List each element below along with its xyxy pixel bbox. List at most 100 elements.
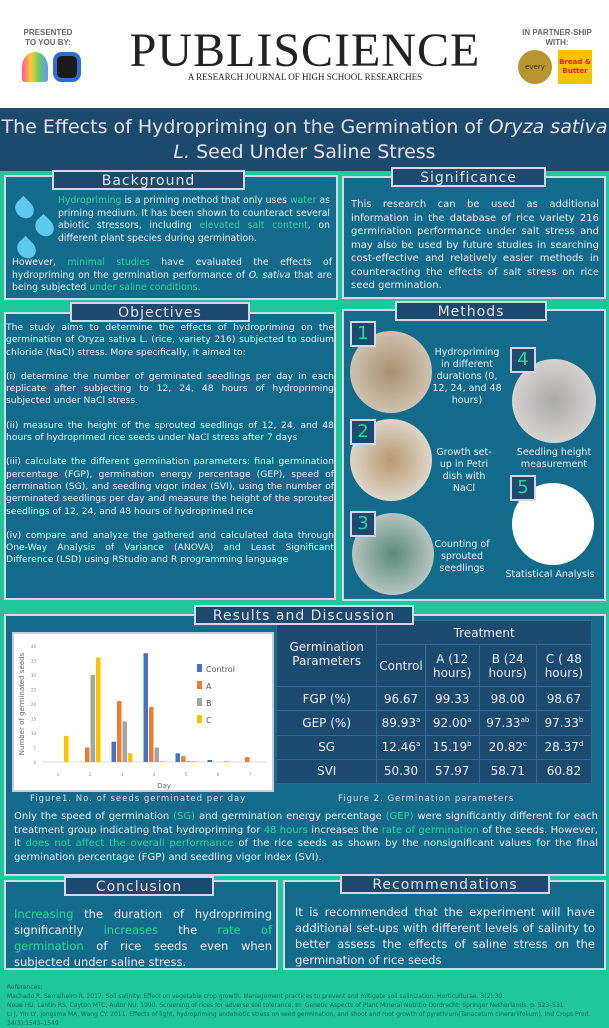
- bar-a-day2: [85, 747, 90, 762]
- step-number-4: 4: [510, 347, 536, 373]
- objective-item: (iv) compare and analyze the gathered an…: [6, 529, 334, 566]
- table-cell: 92.00a: [424, 710, 480, 736]
- table-cell: 12.46a: [376, 734, 426, 760]
- column-header: Control: [376, 644, 426, 688]
- table-corner-header: Germination Parameters: [275, 619, 378, 688]
- table-cell: 98.67: [535, 686, 593, 712]
- bar-c-day2: [96, 657, 101, 762]
- column-header: A (12 hours): [424, 644, 480, 688]
- references: References: Machado R, Serralheiro R. 20…: [7, 983, 607, 1028]
- partner-label: IN PARTNER-SHIP WITH:: [522, 28, 592, 47]
- figure2-caption: Figure 2. Germination parameters: [338, 794, 515, 804]
- parameter-name: FGP (%): [275, 686, 378, 712]
- table-cell: 60.82: [535, 758, 593, 785]
- table-cell: 98.00: [478, 686, 537, 712]
- bar-chart: 0 5 10 15 20 25 30 35 40 1 2 3 4 5 6 7 Number of germina…: [18, 644, 266, 790]
- partner-logo-every: every: [518, 50, 552, 84]
- step-caption: Seedling height measurement: [516, 447, 592, 470]
- table-cell: 97.33ab: [478, 710, 537, 736]
- reference-item: Li J, Yin LY, Jongsma MA, Wang CY. 2011.…: [7, 1011, 591, 1027]
- table-cell: 57.97: [424, 758, 480, 785]
- table-cell: 58.71: [478, 758, 537, 785]
- x-tick-label: 2: [89, 772, 92, 777]
- title-text-end: Seed Under Saline Stress: [190, 141, 436, 163]
- bar-c-day1: [64, 735, 69, 762]
- legend-swatch-a: [197, 681, 202, 689]
- y-tick-label: 5: [33, 746, 36, 751]
- y-tick-label: 20: [31, 702, 37, 707]
- table-cell: 99.33: [424, 686, 480, 712]
- y-tick-label: 15: [31, 717, 37, 722]
- recommendations-text: It is recommended that the experiment wi…: [295, 905, 595, 967]
- x-tick-label: 3: [121, 772, 124, 777]
- water-drop-icon: [31, 213, 58, 241]
- partner-logo-bread-butter: Bread & Butter: [558, 50, 592, 84]
- y-axis-label: Number of germinated seeds: [18, 652, 26, 755]
- table-row: SG 12.46a 15.19b 20.82c 28.37d: [275, 734, 593, 760]
- y-tick-label: 40: [31, 644, 37, 649]
- discussion-text: Only the speed of germination (SG) and g…: [14, 811, 598, 863]
- caliper-photo: [512, 359, 596, 443]
- background-heading: Background: [52, 170, 245, 190]
- bar-a-day4: [149, 706, 154, 762]
- logo-text: PUBLISCIENCE: [129, 24, 481, 77]
- title-species: Oryza sativa L.: [173, 116, 608, 163]
- legend-swatch-c: [197, 715, 202, 723]
- significance-panel: This research can be used as additional …: [342, 176, 606, 299]
- x-tick-label: 6: [217, 772, 220, 777]
- bar-b-day2: [90, 675, 95, 762]
- bar-b-day5: [186, 761, 191, 762]
- title-text: The Effects of Hydropriming on the Germi…: [1, 116, 489, 138]
- column-header: C ( 48 hours): [535, 644, 593, 688]
- legend-label: Control: [206, 665, 235, 674]
- bar-a-day7: [245, 757, 250, 762]
- results-heading: Results and Discussion: [194, 605, 414, 625]
- presented-by-label: PRESENTED TO YOU BY:: [23, 28, 73, 47]
- legend-swatch-b: [197, 698, 202, 706]
- publiscience-logo: PUBLISCIENCE A RESEARCH JOURNAL OF HIGH …: [105, 24, 505, 84]
- step-number-2: 2: [350, 419, 376, 445]
- legend-label: B: [206, 699, 212, 708]
- table-cell: 96.67: [376, 686, 426, 712]
- table-cell: 50.30: [376, 758, 426, 785]
- background-p1: Hydropriming is a priming method that on…: [58, 195, 330, 244]
- step-number-1: 1: [350, 321, 376, 347]
- objectives-intro: The study aims to determine the effects …: [6, 322, 334, 358]
- significance-heading: Significance: [391, 167, 546, 187]
- journal-header: PRESENTED TO YOU BY: PUBLISCIENCE A RESE…: [0, 0, 609, 108]
- y-tick-label: 35: [31, 659, 37, 664]
- reference-item: Neue HU, Lantin RS, Cayton MTC, Autor NU…: [7, 1002, 566, 1009]
- table-cell: 15.19b: [424, 734, 480, 760]
- objectives-text: The study aims to determine the effects …: [6, 322, 334, 567]
- conclusion-text: Increasing the duration of hydropriming …: [14, 907, 272, 969]
- bar-a-day3: [117, 701, 122, 762]
- objective-item: (ii) measure the height of the sprouted …: [6, 419, 334, 444]
- table-cell: 89.93a: [376, 710, 426, 736]
- parameter-name: SG: [275, 734, 378, 760]
- x-axis-label: Day: [157, 782, 171, 790]
- y-tick-label: 25: [31, 688, 37, 693]
- x-tick-label: 1: [57, 772, 60, 777]
- step-number-5: 5: [510, 475, 536, 501]
- water-drop-icon: [11, 195, 38, 223]
- step-caption: Statistical Analysis: [505, 569, 595, 580]
- germination-parameters-table: Germination Parameters Treatment Control A…: [275, 619, 593, 785]
- bar-c-day4: [160, 761, 165, 762]
- y-tick-label: 30: [31, 673, 37, 678]
- background-p2: However, minimal studies have evaluated …: [12, 257, 333, 294]
- methods-heading: Methods: [395, 301, 547, 321]
- references-label: References:: [7, 984, 43, 991]
- bar-c-day5: [192, 761, 197, 762]
- bar-b-day4: [154, 747, 159, 762]
- legend-label: A: [206, 682, 212, 691]
- results-panel: 0 5 10 15 20 25 30 35 40 1 2 3 4 5 6 7 Number of germina…: [4, 614, 606, 876]
- conclusion-heading: Conclusion: [64, 876, 214, 896]
- objectives-heading: Objectives: [70, 302, 250, 322]
- step-caption: Counting of sprouted seedlings: [434, 539, 490, 574]
- step-number-3: 3: [350, 511, 376, 537]
- bar-control-day3: [111, 741, 116, 762]
- reference-item: Machado R, Serralheiro R. 2017. Soil sal…: [7, 993, 505, 1000]
- bar-control-day6: [207, 759, 212, 762]
- figure1-caption: Figure1. No. of seeds germinated per day: [30, 794, 247, 804]
- legend-label: C: [206, 716, 212, 725]
